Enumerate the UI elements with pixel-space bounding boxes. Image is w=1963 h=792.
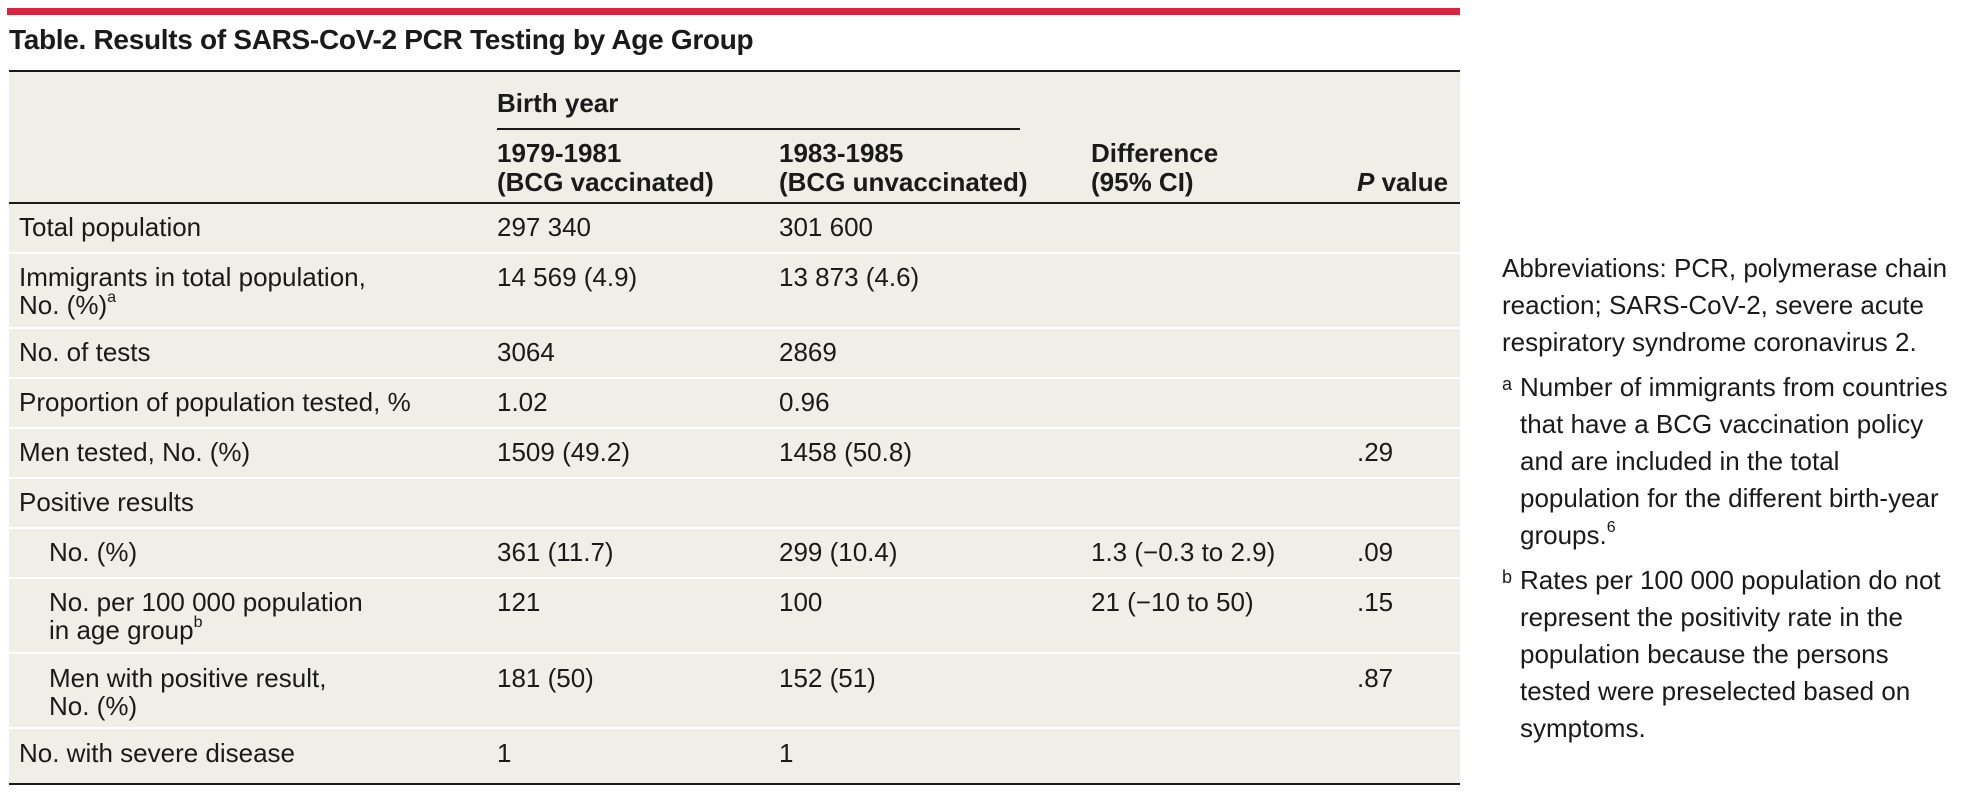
- row-divider: [9, 327, 1460, 329]
- table-notes: Abbreviations: PCR, polymerase chain rea…: [1502, 250, 1957, 755]
- row-divider: [9, 652, 1460, 654]
- row-label-line2: No. (%)a: [19, 290, 116, 320]
- row-label: Total population: [19, 212, 202, 242]
- col1-header-line2: (BCG vaccinated): [497, 167, 714, 197]
- row-label: Men tested, No. (%): [19, 437, 251, 467]
- footnote-b-text: Rates per 100 000 population do not repr…: [1520, 565, 1941, 743]
- row-label: Proportion of population tested, %: [19, 387, 411, 417]
- row-value-vaccinated: 3064: [497, 337, 555, 367]
- row-p-value: .87: [1357, 663, 1394, 693]
- p-value-header: P value: [1357, 167, 1448, 197]
- birth-year-rule: [497, 128, 1020, 130]
- header-rule: [9, 202, 1460, 204]
- col2-header-line1: 1983-1985: [779, 138, 904, 168]
- row-value-unvaccinated: 299 (10.4): [779, 537, 898, 567]
- row-value-vaccinated: 1509 (49.2): [497, 437, 630, 467]
- row-p-value: .15: [1357, 587, 1394, 617]
- row-label: No. with severe disease: [19, 738, 296, 768]
- footnote-a-text: Number of immigrants from countries that…: [1520, 372, 1948, 550]
- row-divider: [9, 727, 1460, 729]
- row-p-value: .29: [1357, 437, 1394, 467]
- col2-header-line2: (BCG unvaccinated): [779, 167, 1028, 197]
- row-label-line2-text: in age group: [49, 615, 194, 645]
- row-value-unvaccinated: 301 600: [779, 212, 873, 242]
- row-value-vaccinated: 121: [497, 587, 541, 617]
- row-value-vaccinated: 361 (11.7): [497, 537, 614, 567]
- results-table: Birth year 1979-1981 (BCG vaccinated) 19…: [9, 70, 1460, 785]
- birth-year-header: Birth year: [497, 88, 619, 118]
- row-label-line2: in age groupb: [49, 615, 202, 645]
- row-value-unvaccinated: 100: [779, 587, 823, 617]
- accent-bar: [7, 8, 1460, 15]
- row-divider: [9, 427, 1460, 429]
- row-divider: [9, 252, 1460, 254]
- row-divider: [9, 577, 1460, 579]
- diff-header-line1: Difference: [1091, 138, 1219, 168]
- row-label: Men with positive result,: [49, 663, 327, 693]
- row-value-unvaccinated: 152 (51): [779, 663, 876, 693]
- row-divider: [9, 527, 1460, 529]
- row-value-unvaccinated: 1: [779, 738, 794, 768]
- row-value-vaccinated: 14 569 (4.9): [497, 262, 638, 292]
- footnote-a: a Number of immigrants from countries th…: [1502, 369, 1957, 554]
- row-difference: 1.3 (−0.3 to 2.9): [1091, 537, 1276, 567]
- row-value-vaccinated: 297 340: [497, 212, 591, 242]
- row-label: No. of tests: [19, 337, 151, 367]
- row-label: Immigrants in total population,: [19, 262, 366, 292]
- row-label: No. (%): [49, 537, 138, 567]
- col1-header-line1: 1979-1981: [497, 138, 622, 168]
- row-value-unvaccinated: 13 873 (4.6): [779, 262, 920, 292]
- diff-header-line2: (95% CI): [1091, 167, 1194, 197]
- footnote-b: b Rates per 100 000 population do not re…: [1502, 562, 1957, 747]
- p-value-header-italic: P: [1357, 167, 1375, 197]
- row-divider: [9, 377, 1460, 379]
- table-title: Table. Results of SARS-CoV-2 PCR Testing…: [9, 24, 754, 55]
- abbreviations-note: Abbreviations: PCR, polymerase chain rea…: [1502, 253, 1948, 357]
- row-p-value: .09: [1357, 537, 1394, 567]
- row-value-unvaccinated: 2869: [779, 337, 837, 367]
- row-label-line2: No. (%): [49, 691, 138, 721]
- footnote-b-mark: b: [1502, 567, 1513, 587]
- footnote-ref-a: a: [107, 289, 117, 307]
- row-value-unvaccinated: 1458 (50.8): [779, 437, 912, 467]
- row-divider: [9, 477, 1460, 479]
- row-label-line2-text: No. (%): [19, 290, 108, 320]
- row-value-unvaccinated: 0.96: [779, 387, 830, 417]
- row-value-vaccinated: 1.02: [497, 387, 548, 417]
- p-value-header-rest: value: [1374, 167, 1449, 197]
- footnote-a-body: Number of immigrants from countries that…: [1520, 369, 1957, 554]
- row-label: No. per 100 000 population: [49, 587, 363, 617]
- footnote-a-citation: 6: [1606, 519, 1616, 537]
- section-label: Positive results: [19, 487, 194, 517]
- row-value-vaccinated: 181 (50): [497, 663, 594, 693]
- footnote-a-mark: a: [1502, 374, 1513, 394]
- row-difference: 21 (−10 to 50): [1091, 587, 1254, 617]
- row-value-vaccinated: 1: [497, 738, 512, 768]
- footnote-ref-b: b: [193, 614, 203, 632]
